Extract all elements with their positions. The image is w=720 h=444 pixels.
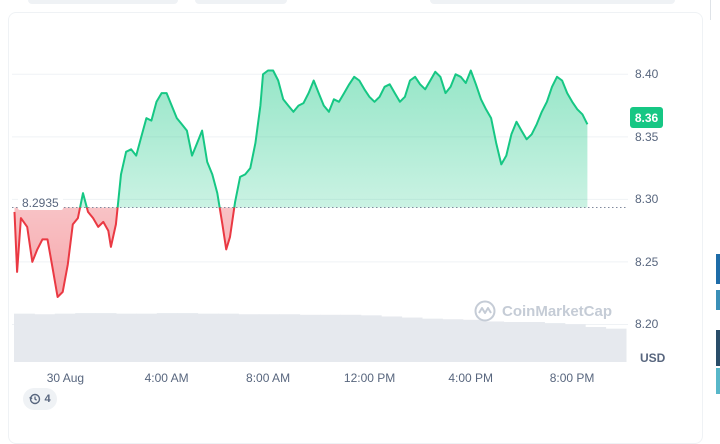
- volume-bar: [360, 315, 382, 362]
- annotations-badge[interactable]: 4: [23, 388, 57, 410]
- coinmarketcap-logo-icon: [474, 300, 496, 322]
- area-above-reference: [14, 70, 588, 208]
- volume-bar: [564, 324, 586, 362]
- volume-bar: [544, 323, 566, 362]
- volume-bar: [54, 313, 76, 362]
- volume-bar: [340, 314, 362, 362]
- volume-bar: [279, 314, 301, 362]
- volume-bar: [299, 314, 321, 362]
- price-line-up: [79, 69, 589, 208]
- annotations-count: 4: [44, 393, 51, 405]
- y-tick-label: 8.40: [635, 67, 659, 82]
- x-tick-label: 4:00 PM: [448, 371, 494, 385]
- volume-bar: [524, 322, 545, 362]
- volume-bar: [381, 316, 403, 362]
- price-chart[interactable]: [0, 0, 720, 421]
- y-tick-label: 8.30: [635, 192, 659, 207]
- volume-bar: [116, 313, 137, 362]
- volume-bar: [177, 313, 199, 362]
- volume-bar: [401, 317, 423, 362]
- x-tick-label: 8:00 PM: [549, 371, 595, 385]
- volume-bar: [75, 313, 97, 362]
- volume-bar: [320, 314, 341, 362]
- x-tick-label: 4:00 AM: [144, 371, 189, 385]
- volume-bar: [585, 327, 607, 362]
- volume-bar: [462, 319, 484, 362]
- volume-bar: [422, 318, 443, 362]
- volume-bar: [605, 328, 627, 362]
- top-tab-2[interactable]: [195, 0, 287, 4]
- volume-bar: [238, 314, 260, 362]
- price-line[interactable]: [13, 69, 589, 298]
- price-line-down: [13, 207, 236, 298]
- watermark-text: CoinMarketCap: [502, 302, 613, 320]
- volume-bar: [483, 321, 505, 362]
- y-tick-label: 8.20: [635, 317, 659, 332]
- volume-bar: [156, 313, 178, 362]
- currency-label: USD: [640, 351, 666, 365]
- top-tab-3[interactable]: [430, 0, 675, 4]
- history-icon: [29, 393, 41, 405]
- x-tick-label: 12:00 PM: [343, 371, 396, 385]
- volume-bars: [14, 313, 627, 362]
- volume-bar: [503, 322, 525, 362]
- right-edge-panel: [706, 0, 720, 421]
- volume-bar: [14, 313, 35, 362]
- y-tick-label: 8.35: [635, 129, 659, 144]
- volume-bar: [442, 319, 464, 362]
- x-tick-label: 30 Aug: [46, 371, 85, 385]
- top-tab-1[interactable]: [28, 0, 178, 4]
- volume-bar: [218, 313, 239, 362]
- volume-bar: [197, 313, 219, 362]
- x-tick-label: 8:00 AM: [246, 371, 291, 385]
- volume-bar: [136, 313, 158, 362]
- reference-price-label: 8.2935: [18, 196, 63, 210]
- area-fill: [14, 70, 588, 297]
- y-tick-label: 8.25: [635, 254, 659, 269]
- area-below-reference: [14, 207, 235, 297]
- watermark: CoinMarketCap: [474, 300, 612, 322]
- current-price-tag: 8.36: [630, 107, 663, 128]
- volume-bar: [258, 314, 280, 362]
- volume-bar: [34, 314, 56, 362]
- volume-bar: [95, 313, 117, 362]
